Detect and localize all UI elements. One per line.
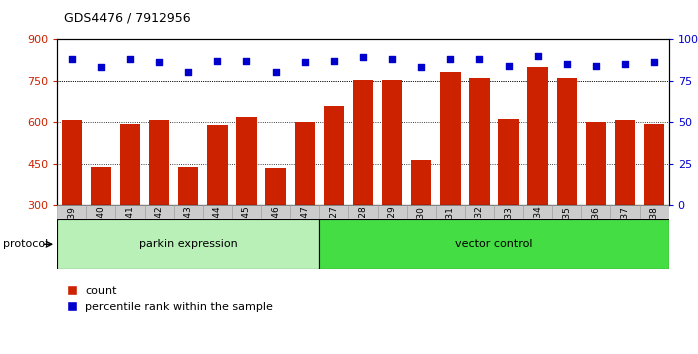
Bar	[120, 124, 140, 289]
Bar	[498, 119, 519, 289]
Bar	[207, 125, 228, 289]
Bar	[237, 117, 257, 289]
Point	[387, 56, 398, 62]
Text: GSM729746: GSM729746	[271, 206, 280, 261]
Bar	[581, 205, 611, 219]
Bar	[87, 205, 115, 219]
Point	[211, 58, 223, 63]
Bar	[440, 72, 461, 289]
Point	[591, 63, 602, 68]
Bar	[352, 80, 373, 289]
Text: GSM729747: GSM729747	[300, 206, 309, 261]
Bar	[144, 205, 174, 219]
Text: GSM729736: GSM729736	[591, 206, 600, 261]
Bar	[382, 80, 402, 289]
Text: GSM729744: GSM729744	[213, 206, 222, 261]
Point	[445, 56, 456, 62]
Bar	[436, 205, 465, 219]
Bar	[469, 78, 489, 289]
Point	[270, 69, 281, 75]
Bar	[523, 205, 552, 219]
Text: GSM729728: GSM729728	[359, 206, 367, 261]
Bar	[115, 205, 144, 219]
Text: GSM729737: GSM729737	[621, 206, 630, 261]
Point	[183, 69, 194, 75]
Bar	[552, 205, 581, 219]
Bar	[203, 205, 232, 219]
Point	[474, 56, 485, 62]
Bar	[411, 160, 431, 289]
Text: GSM729730: GSM729730	[417, 206, 426, 261]
Bar	[611, 205, 639, 219]
Bar	[319, 205, 348, 219]
Point	[648, 59, 660, 65]
Bar	[149, 120, 170, 289]
Text: GSM729734: GSM729734	[533, 206, 542, 261]
Bar	[232, 205, 261, 219]
Legend: count, percentile rank within the sample: count, percentile rank within the sample	[63, 282, 277, 316]
Text: GSM729732: GSM729732	[475, 206, 484, 261]
Bar	[615, 120, 635, 289]
Text: GSM729745: GSM729745	[242, 206, 251, 261]
Text: GSM729735: GSM729735	[563, 206, 571, 261]
Bar	[378, 205, 407, 219]
Point	[124, 56, 135, 62]
Text: GSM729740: GSM729740	[96, 206, 105, 261]
Bar	[644, 124, 664, 289]
Bar	[91, 167, 111, 289]
Point	[241, 58, 252, 63]
Bar	[324, 106, 344, 289]
Text: vector control: vector control	[455, 239, 533, 249]
Bar	[586, 122, 606, 289]
Text: GSM729727: GSM729727	[329, 206, 339, 261]
Bar	[639, 205, 669, 219]
Text: GSM729729: GSM729729	[387, 206, 396, 261]
Point	[415, 64, 426, 70]
Point	[357, 55, 369, 60]
Bar	[407, 205, 436, 219]
Bar	[556, 78, 577, 289]
Point	[532, 53, 543, 58]
Bar	[348, 205, 378, 219]
Bar	[319, 219, 669, 269]
Text: GDS4476 / 7912956: GDS4476 / 7912956	[64, 12, 191, 25]
Text: GSM729731: GSM729731	[446, 206, 455, 261]
Bar	[174, 205, 203, 219]
Bar	[57, 205, 87, 219]
Bar	[178, 167, 198, 289]
Bar	[61, 120, 82, 289]
Text: GSM729743: GSM729743	[184, 206, 193, 261]
Bar	[494, 205, 523, 219]
Text: protocol: protocol	[3, 239, 48, 249]
Text: GSM729738: GSM729738	[650, 206, 659, 261]
Bar	[57, 219, 319, 269]
Text: GSM729742: GSM729742	[155, 206, 163, 261]
Text: parkin expression: parkin expression	[139, 239, 237, 249]
Point	[561, 61, 572, 67]
Point	[66, 56, 77, 62]
Bar	[295, 122, 315, 289]
Bar	[265, 169, 285, 289]
Text: GSM729739: GSM729739	[67, 206, 76, 261]
Bar	[465, 205, 494, 219]
Point	[619, 61, 630, 67]
Point	[328, 58, 339, 63]
Point	[503, 63, 514, 68]
Text: GSM729741: GSM729741	[126, 206, 135, 261]
Point	[154, 59, 165, 65]
Text: GSM729733: GSM729733	[504, 206, 513, 261]
Point	[299, 59, 311, 65]
Bar	[528, 67, 548, 289]
Bar	[261, 205, 290, 219]
Point	[96, 64, 107, 70]
Bar	[290, 205, 319, 219]
